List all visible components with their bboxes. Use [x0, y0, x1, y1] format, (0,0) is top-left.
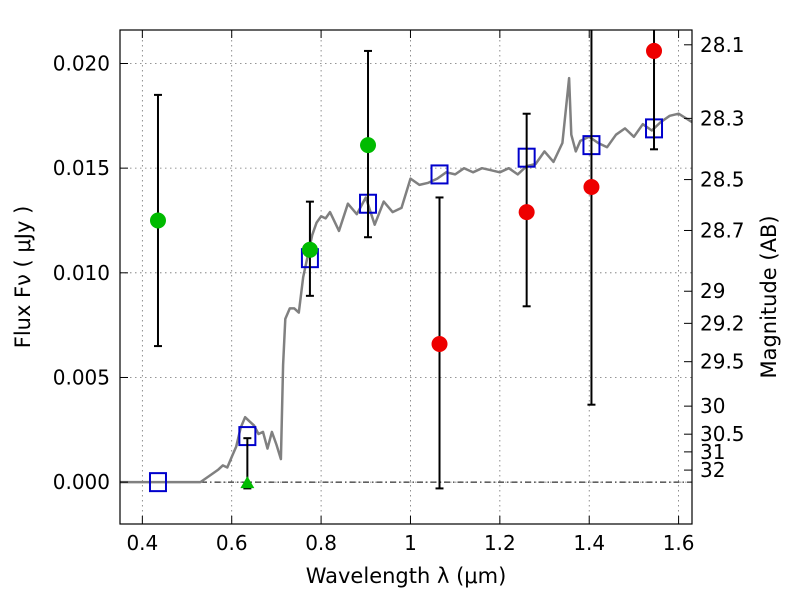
y-axis-label: Flux Fν ( μJy )	[11, 206, 35, 349]
right-tick-label: 28.1	[700, 33, 745, 57]
right-tick-label: 29	[700, 279, 725, 303]
right-tick-label: 32	[700, 458, 725, 482]
x-tick-label: 1.2	[484, 531, 516, 555]
y-axis-label-text: Flux Fν ( μJy )	[11, 206, 35, 349]
x-tick-label: 1.4	[573, 531, 605, 555]
data-series	[120, 30, 693, 493]
observed-flux-point	[518, 204, 535, 221]
right-tick-label: 28.5	[700, 168, 745, 192]
grid-lines	[120, 30, 692, 524]
x-tick-label: 0.6	[216, 531, 248, 555]
x-tick-label: 1.6	[663, 531, 695, 555]
right-tick-label: 29.2	[700, 311, 745, 335]
axis-ticks: 0.4 0.6 0.8 1 1.2 1.4 1.6 0.000 0.005 0.010 0.015 0…	[53, 30, 745, 555]
model-spectrum-line	[120, 76, 693, 484]
right-tick-label: 29.5	[700, 350, 745, 374]
x-tick-label: 0.4	[126, 531, 158, 555]
x-tick-label: 0.8	[305, 531, 337, 555]
x-tick-label: 1	[404, 531, 417, 555]
y-tick-label: 0.015	[53, 156, 110, 180]
right-tick-label: 30	[700, 394, 725, 418]
y-tick-label: 0.000	[53, 470, 110, 494]
y-tick-label: 0.010	[53, 261, 110, 285]
right-axis-label: Magnitude (AB)	[757, 215, 781, 378]
right-axis-label-text: Magnitude (AB)	[757, 215, 781, 378]
model-flux-square	[148, 472, 167, 493]
y-tick-label: 0.005	[53, 365, 110, 389]
observed-flux-point	[301, 241, 318, 258]
upper-limit-triangle	[240, 476, 255, 489]
y-tick-label: 0.020	[53, 51, 110, 75]
observed-flux-point	[149, 212, 166, 229]
right-tick-label: 28.7	[700, 218, 745, 242]
plot-frame	[119, 29, 693, 525]
observed-flux-point	[360, 137, 377, 154]
x-axis-label: Wavelength λ (μm)	[306, 564, 507, 588]
right-tick-label: 28.3	[700, 106, 745, 130]
observed-flux-point	[583, 178, 600, 195]
observed-flux-point	[431, 335, 448, 352]
right-tick-label: 30.5	[700, 422, 745, 446]
x-axis-label-text: Wavelength λ (μm)	[306, 564, 507, 588]
model-flux-square	[430, 164, 449, 185]
observed-flux-point	[646, 42, 663, 59]
right-tick-label: 31	[700, 440, 725, 464]
